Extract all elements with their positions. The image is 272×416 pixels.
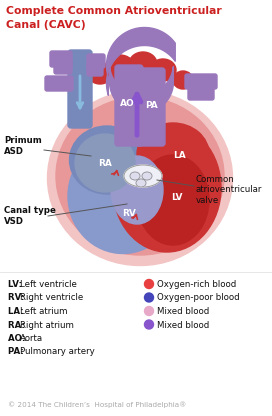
Text: RV:: RV: <box>8 294 27 302</box>
Text: Oxygen-poor blood: Oxygen-poor blood <box>157 294 240 302</box>
Ellipse shape <box>68 139 178 253</box>
Text: Aorta: Aorta <box>20 334 43 343</box>
Ellipse shape <box>136 179 146 187</box>
Text: PA: PA <box>145 101 157 109</box>
Ellipse shape <box>129 52 157 76</box>
Ellipse shape <box>75 134 135 192</box>
Text: LV: LV <box>171 193 183 203</box>
Text: © 2014 The Children’s  Hospital of Philadelphia®: © 2014 The Children’s Hospital of Philad… <box>8 401 186 408</box>
Circle shape <box>144 280 153 289</box>
Ellipse shape <box>111 156 163 224</box>
Text: Left ventricle: Left ventricle <box>20 280 76 289</box>
Ellipse shape <box>137 123 209 185</box>
Ellipse shape <box>113 124 221 252</box>
FancyBboxPatch shape <box>185 74 217 89</box>
FancyBboxPatch shape <box>45 76 73 91</box>
FancyBboxPatch shape <box>50 51 72 67</box>
Circle shape <box>144 320 153 329</box>
FancyBboxPatch shape <box>87 64 103 76</box>
Text: Right ventricle: Right ventricle <box>20 294 83 302</box>
Ellipse shape <box>48 91 233 265</box>
Text: PA:: PA: <box>8 347 27 357</box>
Text: Left atrium: Left atrium <box>20 307 67 316</box>
Text: Oxygen-rich blood: Oxygen-rich blood <box>157 280 236 289</box>
Text: Canal type
VSD: Canal type VSD <box>4 206 56 226</box>
Text: Mixed blood: Mixed blood <box>157 307 209 316</box>
Ellipse shape <box>173 71 193 89</box>
FancyBboxPatch shape <box>115 65 143 146</box>
Text: AO:: AO: <box>8 334 28 343</box>
FancyBboxPatch shape <box>135 68 165 146</box>
Ellipse shape <box>130 172 140 180</box>
Ellipse shape <box>142 172 152 180</box>
Text: AO: AO <box>120 99 134 107</box>
Ellipse shape <box>124 165 162 187</box>
Text: Complete Common Atrioventricular: Complete Common Atrioventricular <box>6 6 222 16</box>
Text: LA: LA <box>173 151 186 161</box>
Circle shape <box>144 293 153 302</box>
Text: Primum
ASD: Primum ASD <box>4 136 42 156</box>
Circle shape <box>144 307 153 315</box>
Text: Pulmonary artery: Pulmonary artery <box>20 347 94 357</box>
Ellipse shape <box>105 55 135 81</box>
FancyBboxPatch shape <box>87 54 105 68</box>
FancyBboxPatch shape <box>68 50 92 128</box>
Text: RV: RV <box>122 210 136 218</box>
Ellipse shape <box>88 64 112 84</box>
Ellipse shape <box>70 126 144 194</box>
Text: Right atrium: Right atrium <box>20 320 73 329</box>
FancyBboxPatch shape <box>188 86 214 100</box>
Text: Mixed blood: Mixed blood <box>157 320 209 329</box>
FancyBboxPatch shape <box>54 60 72 74</box>
Text: Canal (CAVC): Canal (CAVC) <box>6 20 86 30</box>
Text: LA:: LA: <box>8 307 27 316</box>
Text: Common
atrioventricular
valve: Common atrioventricular valve <box>196 175 262 205</box>
Text: RA:: RA: <box>8 320 28 329</box>
Ellipse shape <box>137 155 209 245</box>
Text: LV:: LV: <box>8 280 25 289</box>
Ellipse shape <box>150 59 176 81</box>
Text: RA: RA <box>98 158 112 168</box>
Ellipse shape <box>56 97 224 255</box>
